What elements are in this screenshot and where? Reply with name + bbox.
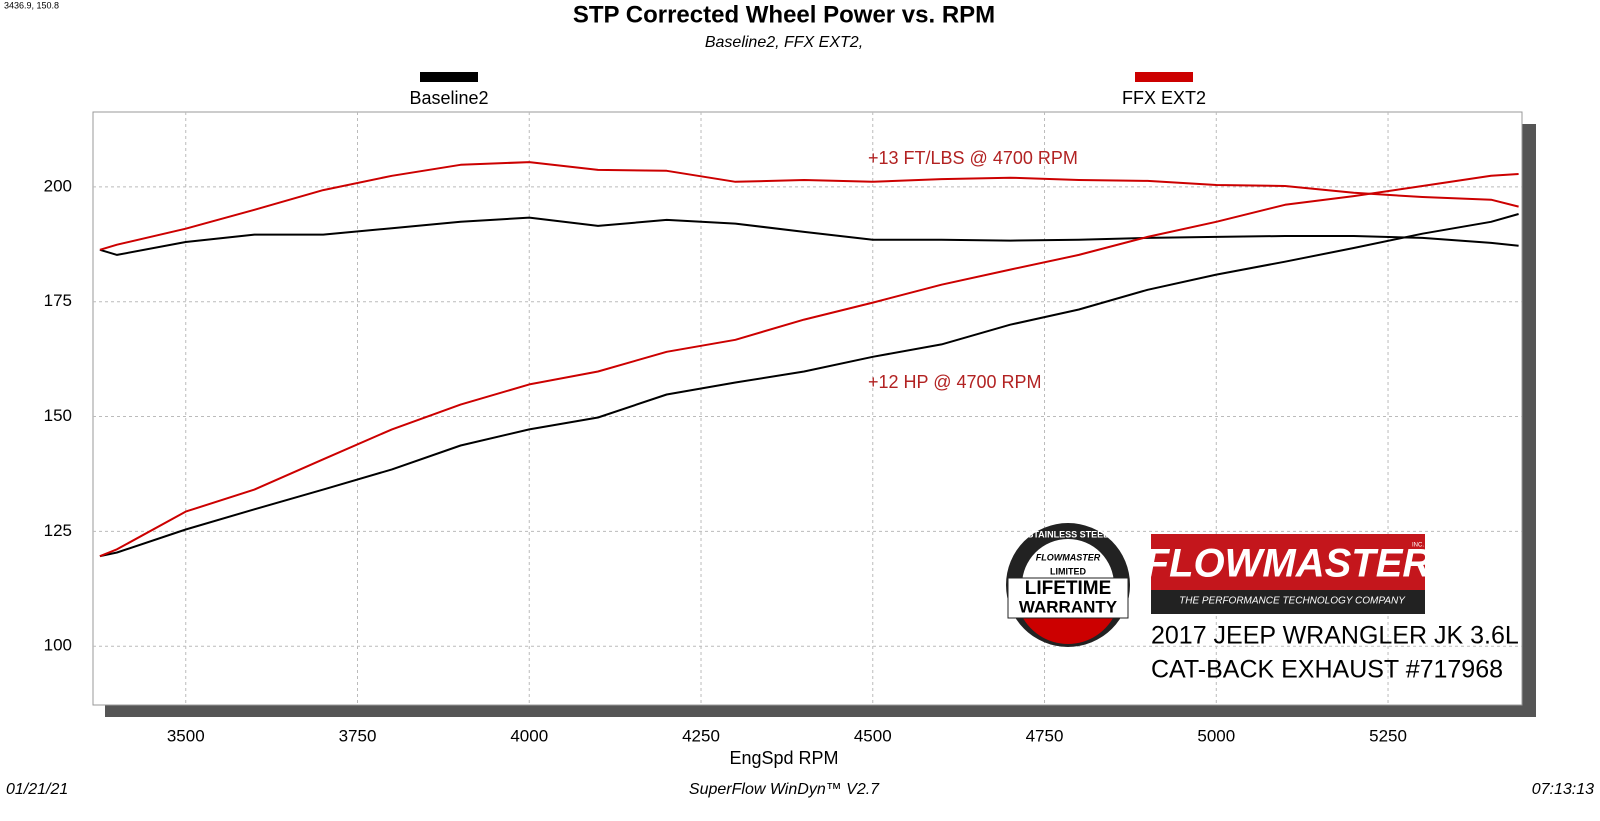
- legend-label: FFX EXT2: [1122, 88, 1206, 108]
- x-tick-label: 5250: [1369, 726, 1407, 745]
- x-tick-label: 3500: [167, 726, 205, 745]
- y-tick-label: 150: [44, 406, 72, 425]
- legend-swatch: [1135, 72, 1193, 82]
- x-tick-label: 3750: [339, 726, 377, 745]
- y-tick-label: 175: [44, 291, 72, 310]
- x-axis-label: EngSpd RPM: [729, 748, 838, 768]
- badge-text: WARRANTY: [1019, 597, 1118, 616]
- footer-time: 07:13:13: [1532, 781, 1594, 798]
- vehicle-line: 2017 JEEP WRANGLER JK 3.6L: [1151, 622, 1519, 650]
- flowmaster-logo: FLOWMASTER INC. THE PERFORMANCE TECHNOLO…: [1145, 534, 1432, 614]
- legend-swatch: [420, 72, 478, 82]
- badge-text: LIFETIME: [1025, 578, 1112, 599]
- x-tick-label: 4500: [854, 726, 892, 745]
- x-tick-label: 4000: [510, 726, 548, 745]
- chart-subtitle: Baseline2, FFX EXT2,: [705, 34, 863, 51]
- cursor-readout: 3436.9, 150.8: [4, 0, 59, 10]
- badge-text: FLOWMASTER: [1036, 552, 1101, 562]
- x-tick-label: 4250: [682, 726, 720, 745]
- logo-band: [1151, 590, 1425, 614]
- y-tick-label: 200: [44, 176, 72, 195]
- logo-brand: FLOWMASTER: [1145, 542, 1432, 586]
- legend-label: Baseline2: [409, 88, 488, 108]
- vehicle-line: CAT-BACK EXHAUST #717968: [1151, 656, 1503, 684]
- warranty-badge: STAINLESS STEEL FLOWMASTER LIMITED LIFET…: [1006, 523, 1130, 647]
- badge-text: STAINLESS STEEL: [1027, 529, 1109, 539]
- annotation: +12 HP @ 4700 RPM: [868, 372, 1042, 392]
- data-line: [99, 216, 1519, 256]
- data-line: [99, 213, 1519, 558]
- logo-inc: INC.: [1412, 543, 1424, 549]
- y-tick-label: 125: [44, 521, 72, 540]
- chart-title: STP Corrected Wheel Power vs. RPM: [573, 1, 995, 28]
- footer-software: SuperFlow WinDyn™ V2.7: [689, 781, 880, 798]
- x-tick-label: 5000: [1197, 726, 1235, 745]
- data-line: [99, 173, 1519, 558]
- badge-banner: [1007, 577, 1129, 619]
- annotation: +13 FT/LBS @ 4700 RPM: [868, 148, 1078, 168]
- y-tick-label: 100: [44, 636, 72, 655]
- footer-date: 01/21/21: [6, 781, 68, 798]
- data-line: [99, 161, 1519, 251]
- badge-red: [1020, 612, 1116, 644]
- lines: [99, 161, 1519, 558]
- x-tick-label: 4750: [1026, 726, 1064, 745]
- logo-tagline: THE PERFORMANCE TECHNOLOGY COMPANY: [1179, 596, 1406, 607]
- badge-text: LIMITED: [1050, 566, 1086, 576]
